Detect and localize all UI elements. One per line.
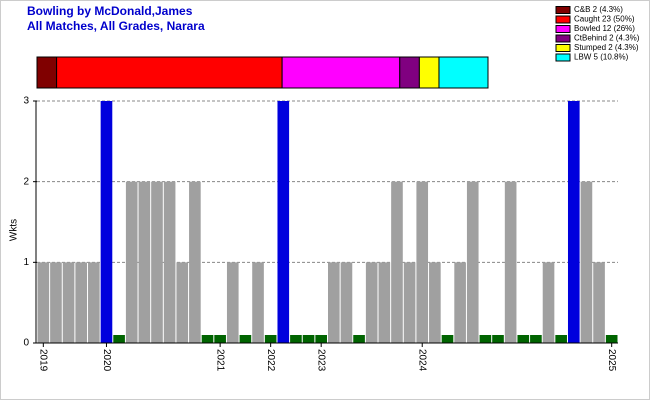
legend-label: C&B 2 (4.3%) bbox=[574, 5, 623, 14]
bar bbox=[365, 262, 378, 343]
bar bbox=[504, 181, 517, 343]
y-tick-label: 1 bbox=[23, 257, 29, 268]
bar bbox=[466, 181, 479, 343]
bar bbox=[138, 181, 151, 343]
x-tick-label: 2023 bbox=[316, 349, 327, 372]
bar bbox=[75, 262, 88, 343]
legend-label: CtBehind 2 (4.3%) bbox=[574, 34, 640, 43]
bar bbox=[403, 262, 416, 343]
chart-title: Bowling by McDonald,James bbox=[27, 4, 193, 18]
x-tick-label: 2020 bbox=[101, 349, 112, 372]
bar bbox=[328, 262, 340, 343]
bar bbox=[378, 262, 391, 343]
chart-subtitle: All Matches, All Grades, Narara bbox=[27, 19, 205, 33]
bar bbox=[226, 262, 239, 343]
bar bbox=[100, 101, 113, 343]
zero-bar bbox=[315, 335, 327, 343]
legend-swatch bbox=[555, 15, 571, 24]
bar bbox=[567, 101, 580, 343]
bar bbox=[454, 262, 466, 343]
zero-bar bbox=[290, 335, 302, 343]
dismissal-segment bbox=[438, 56, 489, 89]
bar bbox=[252, 262, 264, 343]
bar bbox=[62, 262, 75, 343]
legend-swatch bbox=[555, 34, 571, 43]
bar bbox=[429, 262, 441, 343]
bar bbox=[416, 181, 429, 343]
legend-label: Stumped 2 (4.3%) bbox=[574, 43, 639, 52]
bar bbox=[37, 262, 50, 343]
dismissal-segment bbox=[281, 56, 401, 89]
bar bbox=[340, 262, 353, 343]
dismissal-segment bbox=[56, 56, 283, 89]
bar bbox=[125, 181, 138, 343]
zero-bar bbox=[492, 335, 504, 343]
dismissal-segment bbox=[399, 56, 420, 89]
bar bbox=[189, 181, 201, 343]
dismissal-segment bbox=[418, 56, 440, 89]
y-tick-label: 3 bbox=[23, 96, 29, 107]
bar bbox=[176, 262, 189, 343]
zero-bar bbox=[530, 335, 542, 343]
dismissal-segment bbox=[36, 56, 58, 89]
y-tick-label: 2 bbox=[23, 176, 29, 187]
bar bbox=[277, 101, 290, 343]
bar bbox=[50, 262, 62, 343]
x-tick-label: 2019 bbox=[38, 349, 49, 372]
bar bbox=[542, 262, 555, 343]
legend-swatch bbox=[555, 25, 571, 33]
legend-label: Caught 23 (50%) bbox=[574, 15, 635, 24]
bar bbox=[580, 181, 593, 343]
legend-swatch bbox=[555, 6, 571, 14]
zero-bar bbox=[353, 335, 365, 343]
bar bbox=[391, 181, 403, 343]
zero-bar bbox=[441, 335, 454, 343]
bar bbox=[593, 262, 605, 343]
y-tick-label: 0 bbox=[23, 338, 29, 349]
legend-label: LBW 5 (10.8%) bbox=[574, 53, 629, 62]
x-tick-label: 2025 bbox=[606, 349, 617, 372]
zero-bar bbox=[555, 335, 567, 343]
zero-bar bbox=[264, 335, 277, 343]
x-tick-label: 2024 bbox=[417, 349, 428, 372]
legend-swatch bbox=[555, 53, 571, 62]
legend-swatch bbox=[555, 44, 571, 52]
bar bbox=[163, 181, 176, 343]
zero-bar bbox=[302, 335, 315, 343]
bar bbox=[88, 262, 100, 343]
zero-bar bbox=[239, 335, 252, 343]
zero-bar bbox=[214, 335, 226, 343]
zero-bar bbox=[201, 335, 214, 343]
zero-bar bbox=[605, 335, 618, 343]
zero-bar bbox=[113, 335, 125, 343]
y-axis-label: Wkts bbox=[9, 219, 20, 241]
bar bbox=[151, 181, 163, 343]
legend-label: Bowled 12 (26%) bbox=[574, 24, 635, 33]
zero-bar bbox=[517, 335, 530, 343]
x-tick-label: 2022 bbox=[265, 349, 276, 372]
zero-bar bbox=[479, 335, 492, 343]
x-tick-label: 2021 bbox=[215, 349, 226, 372]
